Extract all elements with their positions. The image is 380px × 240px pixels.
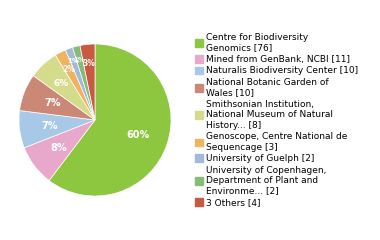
Wedge shape — [19, 111, 95, 148]
Text: 60%: 60% — [127, 130, 150, 139]
Text: 1%: 1% — [68, 58, 80, 64]
Text: 7%: 7% — [44, 98, 61, 108]
Text: 8%: 8% — [50, 143, 67, 153]
Wedge shape — [49, 44, 171, 196]
Text: 7%: 7% — [41, 121, 58, 131]
Wedge shape — [80, 44, 95, 120]
Wedge shape — [24, 120, 95, 180]
Wedge shape — [55, 50, 95, 120]
Text: 1%: 1% — [74, 57, 86, 63]
Wedge shape — [33, 55, 95, 120]
Text: 2%: 2% — [63, 65, 76, 74]
Legend: Centre for Biodiversity
Genomics [76], Mined from GenBank, NCBI [11], Naturalis : Centre for Biodiversity Genomics [76], M… — [195, 33, 358, 207]
Text: 3%: 3% — [83, 59, 96, 68]
Wedge shape — [73, 46, 95, 120]
Text: 6%: 6% — [54, 79, 69, 88]
Wedge shape — [65, 47, 95, 120]
Wedge shape — [20, 76, 95, 120]
